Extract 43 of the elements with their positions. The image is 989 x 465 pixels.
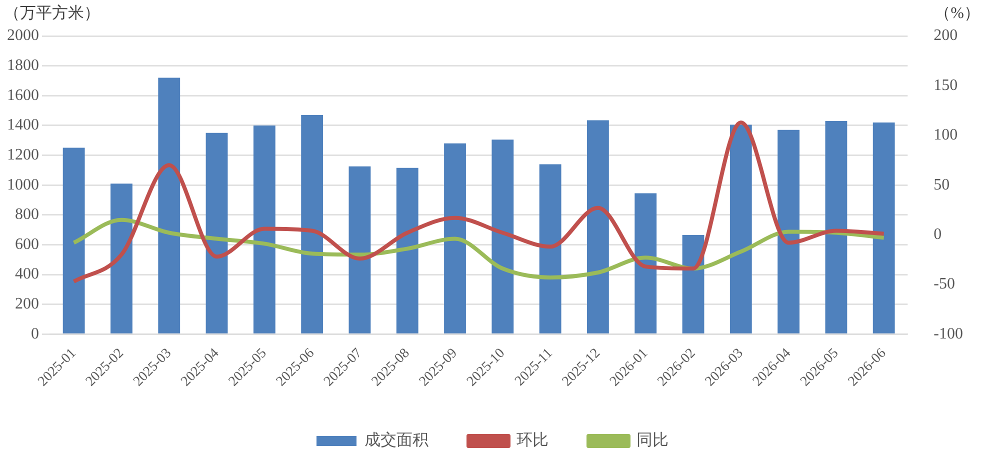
bar [396, 168, 418, 334]
bar [634, 193, 657, 334]
y-tick-label: 1600 [7, 86, 39, 104]
y-tick-label: 0 [31, 325, 39, 342]
y-tick-label: 1000 [7, 176, 39, 194]
bar [206, 132, 228, 334]
bar [301, 115, 324, 334]
bar [778, 130, 800, 334]
y2-tick-label: -100 [934, 325, 963, 342]
bar [587, 120, 609, 334]
y2-tick-label: 150 [934, 76, 958, 94]
legend-label: 成交面积 [364, 431, 428, 450]
y2-tick-label: 50 [934, 176, 950, 194]
bar [110, 184, 132, 334]
bar [348, 166, 371, 334]
y-tick-label: 1200 [7, 146, 39, 164]
bar [62, 148, 85, 334]
bar [825, 120, 848, 334]
bar [872, 122, 895, 334]
bar [730, 124, 752, 334]
legend-label: 同比 [636, 431, 668, 450]
y2-tick-label: 100 [934, 126, 958, 144]
y-tick-label: 1800 [7, 57, 39, 74]
legend-label: 环比 [516, 431, 548, 450]
bar [444, 143, 466, 334]
y-axis-title: （万平方米） [4, 4, 100, 22]
bar [253, 125, 276, 334]
y2-axis-title: （%） [934, 5, 980, 22]
y-tick-label: 400 [15, 266, 39, 283]
line-series [72, 218, 886, 280]
y-tick-label: 200 [15, 296, 39, 313]
y-tick-label: 800 [15, 206, 39, 224]
y2-tick-label: -50 [934, 276, 955, 293]
y2-tick-label: 200 [934, 27, 958, 44]
y-tick-label: 2000 [7, 27, 39, 44]
bar [158, 78, 180, 334]
y-tick-label: 600 [15, 236, 39, 253]
bar [539, 164, 562, 334]
bar [682, 235, 704, 334]
y2-tick-label: 0 [934, 226, 942, 243]
bar [492, 140, 514, 334]
line-series [72, 120, 886, 284]
y-tick-label: 1400 [7, 116, 39, 134]
